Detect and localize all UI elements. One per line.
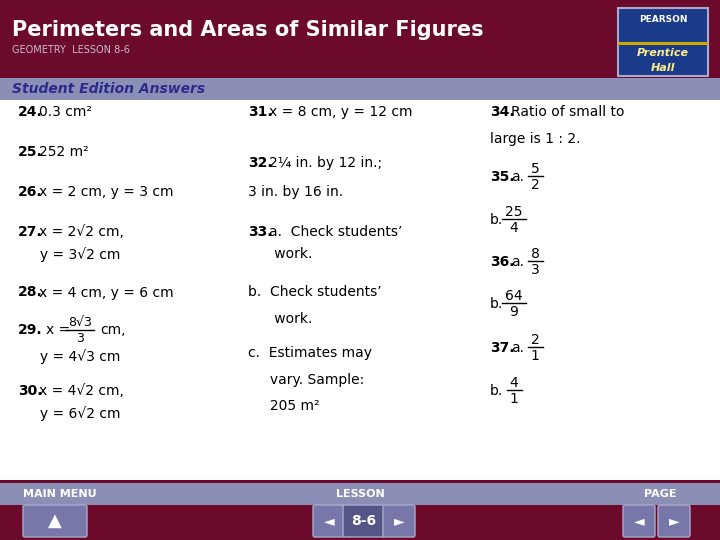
- Text: 33.: 33.: [248, 225, 272, 239]
- Text: 4: 4: [510, 376, 518, 390]
- Text: x = 8 cm, y = 12 cm: x = 8 cm, y = 12 cm: [269, 105, 413, 119]
- Text: 1: 1: [531, 349, 539, 362]
- Text: y = 3√2 cm: y = 3√2 cm: [18, 247, 120, 262]
- Text: 0.3 cm²: 0.3 cm²: [39, 105, 92, 119]
- FancyBboxPatch shape: [23, 505, 87, 537]
- Text: 28.: 28.: [18, 286, 42, 300]
- Text: 3 in. by 16 in.: 3 in. by 16 in.: [248, 185, 343, 199]
- FancyBboxPatch shape: [383, 505, 415, 537]
- Text: x = 2√2 cm,: x = 2√2 cm,: [39, 225, 124, 239]
- Text: 205 m²: 205 m²: [248, 400, 320, 414]
- FancyBboxPatch shape: [0, 483, 720, 505]
- Text: 27.: 27.: [18, 225, 42, 239]
- FancyBboxPatch shape: [623, 505, 655, 537]
- FancyBboxPatch shape: [618, 42, 708, 45]
- Text: 3: 3: [76, 332, 84, 345]
- Text: c.  Estimates may: c. Estimates may: [248, 346, 372, 360]
- Text: Perimeters and Areas of Similar Figures: Perimeters and Areas of Similar Figures: [12, 20, 484, 40]
- Text: ▲: ▲: [48, 512, 62, 530]
- FancyBboxPatch shape: [618, 8, 708, 76]
- Text: 26.: 26.: [18, 185, 42, 199]
- FancyBboxPatch shape: [313, 505, 345, 537]
- Text: 2¼ in. by 12 in.;: 2¼ in. by 12 in.;: [269, 156, 382, 170]
- Text: 25: 25: [505, 205, 523, 219]
- Text: 5: 5: [531, 161, 539, 176]
- Text: 24.: 24.: [18, 105, 42, 119]
- Text: PEARSON: PEARSON: [639, 15, 688, 24]
- Text: 25.: 25.: [18, 145, 42, 159]
- Text: b.  Check students’: b. Check students’: [248, 286, 382, 300]
- Text: a.: a.: [511, 255, 524, 269]
- Text: b.: b.: [490, 297, 503, 311]
- Text: 252 m²: 252 m²: [39, 145, 89, 159]
- Text: 34.: 34.: [490, 105, 515, 119]
- Text: 36.: 36.: [490, 255, 515, 269]
- Text: MAIN MENU: MAIN MENU: [23, 489, 96, 499]
- Text: 35.: 35.: [490, 170, 515, 184]
- Text: x = 4√2 cm,: x = 4√2 cm,: [39, 384, 124, 399]
- FancyBboxPatch shape: [0, 480, 720, 540]
- Text: a.: a.: [511, 170, 524, 184]
- Text: work.: work.: [248, 247, 312, 261]
- Text: x =: x =: [46, 323, 71, 338]
- Text: Student Edition Answers: Student Edition Answers: [12, 82, 205, 96]
- Text: 3: 3: [531, 263, 539, 277]
- Text: 9: 9: [510, 305, 518, 319]
- Text: ►: ►: [669, 514, 679, 528]
- Text: b.: b.: [490, 384, 503, 399]
- FancyBboxPatch shape: [0, 78, 720, 100]
- Text: a.  Check students’: a. Check students’: [269, 225, 402, 239]
- Text: work.: work.: [248, 312, 312, 326]
- Text: 2: 2: [531, 333, 539, 347]
- Text: 2: 2: [531, 178, 539, 192]
- Text: 8-6: 8-6: [351, 514, 377, 528]
- FancyBboxPatch shape: [658, 505, 690, 537]
- Text: vary. Sample:: vary. Sample:: [248, 373, 364, 387]
- Text: 37.: 37.: [490, 341, 515, 355]
- FancyBboxPatch shape: [0, 0, 720, 80]
- Text: y = 4√3 cm: y = 4√3 cm: [18, 350, 120, 364]
- Text: 31.: 31.: [248, 105, 273, 119]
- Text: large is 1 : 2.: large is 1 : 2.: [490, 132, 580, 146]
- Text: a.: a.: [511, 341, 524, 355]
- Text: y = 6√2 cm: y = 6√2 cm: [18, 407, 120, 422]
- Text: Ratio of small to: Ratio of small to: [511, 105, 624, 119]
- Text: 29.: 29.: [18, 323, 42, 338]
- Text: 4: 4: [510, 221, 518, 235]
- Text: 8: 8: [531, 247, 539, 261]
- Text: GEOMETRY  LESSON 8-6: GEOMETRY LESSON 8-6: [12, 45, 130, 55]
- FancyBboxPatch shape: [343, 505, 385, 537]
- Text: b.: b.: [490, 213, 503, 227]
- Text: 1: 1: [510, 392, 518, 406]
- Text: cm,: cm,: [100, 323, 125, 338]
- FancyBboxPatch shape: [0, 100, 720, 480]
- Text: Hall: Hall: [651, 63, 675, 73]
- Text: 8√3: 8√3: [68, 316, 92, 329]
- Text: LESSON: LESSON: [336, 489, 384, 499]
- Text: Prentice: Prentice: [637, 48, 689, 58]
- Text: ◄: ◄: [634, 514, 644, 528]
- Text: 64: 64: [505, 289, 523, 303]
- Text: PAGE: PAGE: [644, 489, 676, 499]
- Text: x = 2 cm, y = 3 cm: x = 2 cm, y = 3 cm: [39, 185, 174, 199]
- Text: ►: ►: [394, 514, 405, 528]
- Text: x = 4 cm, y = 6 cm: x = 4 cm, y = 6 cm: [39, 286, 174, 300]
- Text: 30.: 30.: [18, 384, 42, 399]
- Text: 32.: 32.: [248, 156, 273, 170]
- Text: ◄: ◄: [324, 514, 334, 528]
